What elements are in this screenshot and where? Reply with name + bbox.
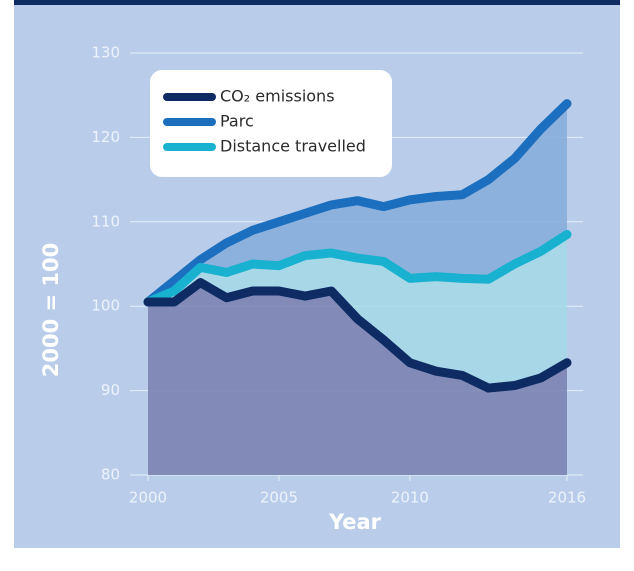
y-tick-label: 90 bbox=[101, 381, 120, 399]
x-tick-label: 2010 bbox=[391, 489, 429, 507]
y-tick-label: 80 bbox=[101, 466, 120, 484]
x-axis-label: Year bbox=[328, 510, 382, 534]
x-tick-label: 2005 bbox=[260, 489, 298, 507]
y-tick-label: 100 bbox=[91, 297, 120, 315]
legend-label: Parc bbox=[220, 112, 254, 131]
legend-label: Distance travelled bbox=[220, 137, 366, 156]
area bbox=[148, 282, 567, 475]
y-tick-label: 110 bbox=[91, 212, 120, 230]
x-tick-label: 2016 bbox=[548, 489, 586, 507]
y-tick-label: 130 bbox=[91, 44, 120, 62]
line bbox=[143, 278, 572, 393]
y-tick-label: 120 bbox=[91, 128, 120, 146]
x-tick-label: 2000 bbox=[129, 489, 167, 507]
plot: 80 90 100 110 120 130 2000 2005 2010 2016 CO₂ emis… bbox=[91, 44, 586, 507]
line bbox=[143, 229, 572, 307]
top-bar bbox=[14, 0, 620, 5]
y-axis-label: 2000 = 100 bbox=[39, 243, 63, 378]
area bbox=[148, 234, 567, 389]
line bbox=[143, 99, 572, 307]
legend-label: CO₂ emissions bbox=[220, 87, 335, 106]
